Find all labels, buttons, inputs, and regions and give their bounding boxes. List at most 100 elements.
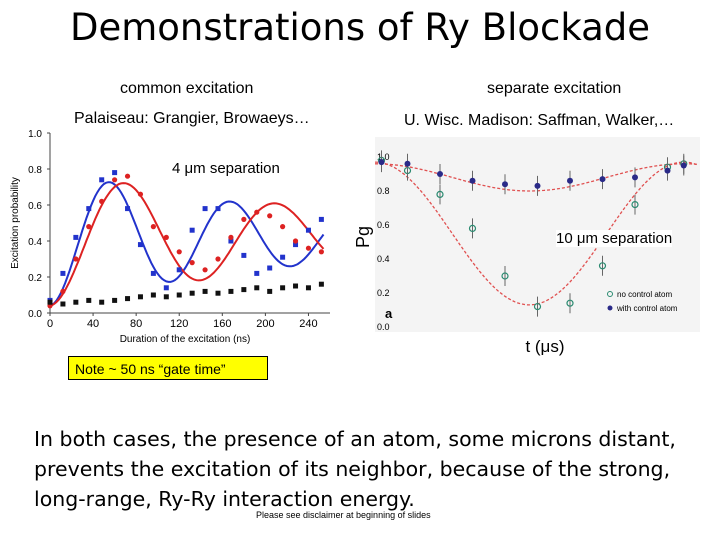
left-y-tick-label: 0.4 bbox=[28, 237, 42, 248]
right-filled-point bbox=[632, 174, 638, 181]
legend-no-control: no control atom bbox=[617, 290, 672, 299]
disclaimer: Please see disclaimer at beginning of sl… bbox=[256, 510, 431, 520]
left-red-fit-curve bbox=[49, 182, 325, 307]
right-chart: 0.0 0.2 0.4 0.6 0.8 1.0 Pg t (μs) a no contro… bbox=[355, 137, 700, 356]
left-red-point bbox=[241, 216, 247, 222]
left-black-point bbox=[112, 297, 118, 303]
right-open-point bbox=[436, 190, 444, 199]
left-red-point bbox=[60, 288, 66, 294]
left-y-tick-label: 0.8 bbox=[28, 165, 42, 176]
left-blue-point bbox=[86, 206, 92, 212]
right-filled-point bbox=[378, 159, 385, 166]
legend-filled-marker bbox=[607, 305, 613, 311]
right-y-tick-label: 1.0 bbox=[377, 152, 390, 162]
right-filled-point bbox=[437, 171, 443, 177]
left-black-point bbox=[176, 292, 182, 298]
left-blue-point bbox=[202, 206, 208, 212]
left-x-tick-label: 240 bbox=[299, 318, 317, 330]
left-blue-point bbox=[73, 234, 79, 240]
left-red-point bbox=[189, 260, 195, 266]
right-y-tick-label: 0.6 bbox=[377, 220, 390, 230]
left-red-point bbox=[254, 209, 260, 215]
right-filled-point bbox=[404, 160, 411, 167]
left-red-point bbox=[202, 267, 208, 273]
left-black-point bbox=[254, 285, 260, 291]
left-black-point bbox=[47, 299, 53, 305]
right-filled-point bbox=[599, 176, 606, 183]
left-ylabel: Excitation probability bbox=[10, 177, 21, 269]
right-filled-point bbox=[567, 177, 573, 184]
left-red-point bbox=[280, 224, 286, 230]
left-blue-point bbox=[318, 216, 324, 222]
left-xlabel: Duration of the excitation (ns) bbox=[120, 334, 251, 345]
left-red-point bbox=[124, 173, 131, 179]
left-red-point bbox=[292, 238, 299, 244]
left-blue-point bbox=[280, 254, 286, 260]
left-blue-point bbox=[241, 252, 247, 258]
right-y-tick-label: 0.0 bbox=[377, 322, 390, 332]
left-x-tick-label: 200 bbox=[256, 318, 274, 330]
left-black-point bbox=[280, 285, 286, 291]
slide-title: Demonstrations of Ry Blockade bbox=[69, 6, 651, 49]
legend-with-control: with control atom bbox=[616, 304, 678, 313]
left-heading: common excitation bbox=[120, 80, 254, 97]
right-y-tick-label: 0.8 bbox=[377, 186, 390, 196]
left-blue-point bbox=[254, 270, 260, 276]
left-black-point bbox=[73, 299, 79, 305]
left-red-point bbox=[99, 198, 105, 204]
left-y-tick-label: 0.0 bbox=[28, 309, 42, 320]
right-open-point bbox=[468, 224, 477, 233]
right-heading: separate excitation bbox=[487, 80, 622, 97]
right-y-tick-label: 0.4 bbox=[377, 254, 390, 264]
left-red-point bbox=[86, 224, 92, 230]
right-ylabel: Pg bbox=[355, 226, 373, 248]
left-red-point bbox=[137, 191, 144, 197]
note-box: Note ~ 50 ns “gate time” bbox=[68, 356, 268, 380]
left-blue-point bbox=[112, 170, 118, 176]
right-open-point bbox=[566, 299, 574, 307]
left-blue-point bbox=[305, 227, 311, 233]
left-black-point bbox=[267, 288, 273, 294]
left-black-point bbox=[99, 299, 105, 305]
left-blue-point bbox=[99, 177, 105, 183]
left-red-point bbox=[163, 234, 169, 240]
left-black-point bbox=[137, 294, 143, 300]
right-y-tick-label: 0.2 bbox=[377, 288, 390, 298]
left-blue-point bbox=[60, 270, 66, 276]
left-y-tick-label: 0.6 bbox=[28, 201, 42, 212]
right-filled-point bbox=[664, 167, 671, 174]
right-filled-point bbox=[469, 177, 476, 184]
right-red-fit-curve bbox=[374, 161, 698, 306]
left-blue-point bbox=[176, 267, 182, 273]
left-blue-point bbox=[189, 227, 195, 233]
left-red-point bbox=[112, 177, 118, 183]
left-blue-point bbox=[163, 285, 169, 291]
right-separation-label: 10 μm separation bbox=[556, 230, 673, 247]
left-x-tick-label: 120 bbox=[170, 318, 188, 330]
left-chart: 0 40 80 120 160 200 240 0.0 0.2 0.4 0.6 0.8 1.0 Exci… bbox=[10, 129, 330, 345]
right-filled-point bbox=[680, 162, 687, 169]
left-blue-point bbox=[150, 270, 156, 276]
left-blue-fit-curve bbox=[49, 181, 325, 307]
left-y-tick-label: 0.2 bbox=[28, 273, 42, 284]
legend-open-marker bbox=[607, 291, 613, 297]
left-red-point bbox=[318, 249, 324, 255]
left-black-point bbox=[228, 288, 234, 294]
left-blue-point bbox=[293, 242, 299, 248]
right-xlabel: t (μs) bbox=[525, 337, 564, 356]
left-black-point bbox=[215, 290, 221, 296]
left-separation-label: 4 μm separation bbox=[172, 160, 280, 177]
left-black-point bbox=[202, 288, 208, 294]
left-blue-point bbox=[228, 238, 234, 244]
right-open-point bbox=[533, 303, 542, 311]
left-red-point bbox=[73, 256, 79, 262]
right-open-point bbox=[598, 262, 607, 270]
right-filled-point bbox=[502, 181, 508, 188]
left-black-point bbox=[305, 285, 311, 291]
right-panel-label: a bbox=[385, 306, 393, 321]
left-red-point bbox=[150, 224, 156, 230]
left-x-tick-label: 0 bbox=[47, 318, 53, 330]
left-blue-point bbox=[215, 206, 221, 212]
left-red-point bbox=[176, 249, 182, 255]
left-black-point bbox=[150, 292, 156, 298]
